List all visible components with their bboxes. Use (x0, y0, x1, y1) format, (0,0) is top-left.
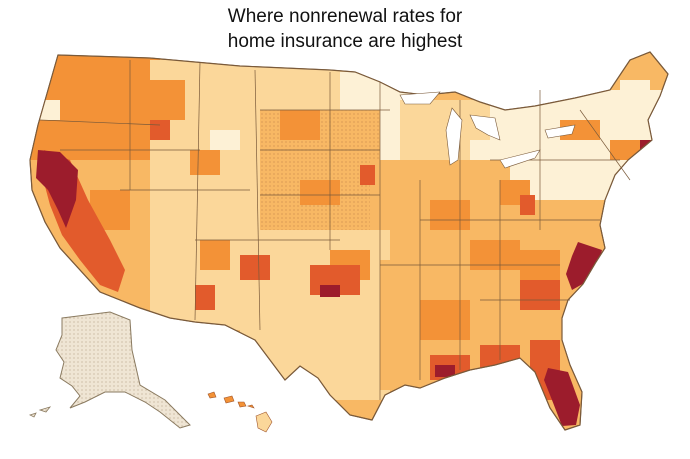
map-title-line-1: Where nonrenewal rates for (227, 6, 463, 27)
highest-rate-counties (36, 140, 654, 426)
hawaii (207, 391, 273, 433)
low-rate-counties (40, 80, 650, 190)
us-outline-stroke (29, 51, 669, 431)
map-title-line-2: home insurance are highest (227, 31, 463, 52)
contiguous-us (29, 51, 669, 431)
alaska (28, 311, 191, 429)
map-title: Where nonrenewal rates for home insuranc… (0, 4, 690, 54)
great-lakes (399, 91, 576, 169)
state-borders (39, 60, 631, 400)
